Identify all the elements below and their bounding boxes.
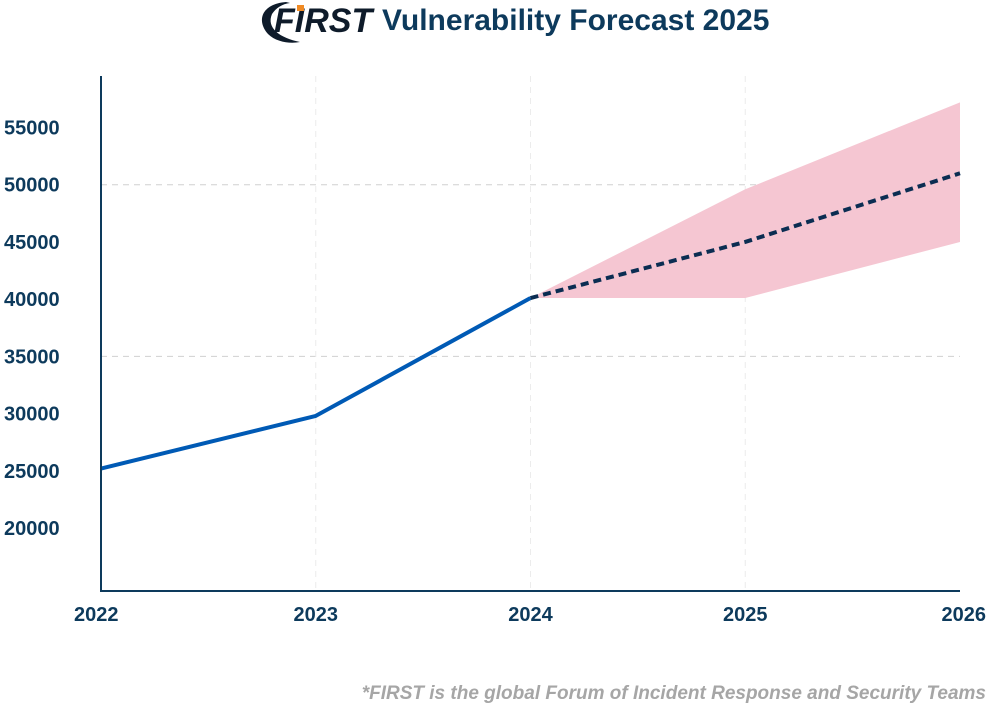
series-line-forecast (529, 171, 961, 300)
logo-accent-icon (297, 5, 304, 11)
logo-swoosh-icon (262, 2, 300, 43)
series-group (100, 171, 961, 471)
grid (101, 76, 960, 591)
x-tick-label: 2024 (508, 604, 553, 626)
y-tick-label: 40000 (4, 289, 60, 311)
series-line-actual (100, 296, 532, 471)
y-tick-label: 25000 (4, 461, 60, 483)
logo-text: FIRST (274, 2, 375, 40)
y-tick-label: 30000 (4, 404, 60, 426)
x-tick-label: 2022 (74, 604, 119, 626)
chart-title: Vulnerability Forecast 2025 (382, 4, 769, 37)
y-tick-label: 45000 (4, 232, 60, 254)
first-logo: FIRST (262, 2, 375, 43)
x-tick-label: 2023 (294, 604, 339, 626)
x-tick-labels: 2022 2023 2024 2025 2026 (74, 604, 986, 626)
y-tick-label: 50000 (4, 175, 60, 197)
y-tick-label: 35000 (4, 346, 60, 368)
footnote: *FIRST is the global Forum of Incident R… (362, 683, 986, 704)
y-tick-label: 55000 (4, 118, 60, 140)
y-tick-labels: 20000 25000 30000 35000 40000 45000 50000 55000 (4, 118, 60, 541)
x-tick-label: 2026 (942, 604, 987, 626)
forecast-band (530, 102, 960, 299)
x-tick-label: 2025 (723, 604, 768, 626)
y-tick-label: 20000 (4, 518, 60, 540)
